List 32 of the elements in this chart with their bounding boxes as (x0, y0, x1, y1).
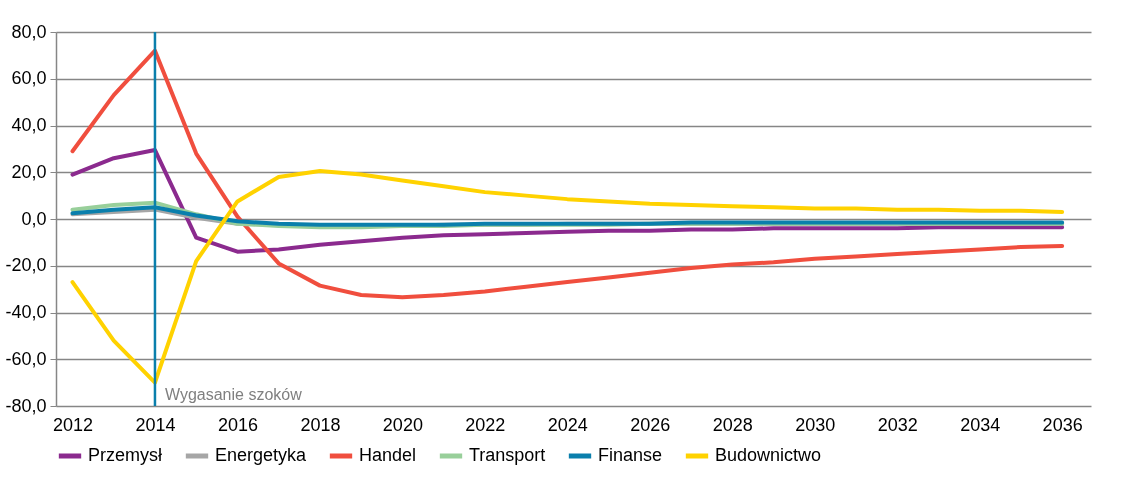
legend-label: Energetyka (215, 445, 308, 465)
x-tick-label: 2036 (1042, 414, 1083, 435)
x-tick-label: 2020 (382, 414, 423, 435)
legend-label: Przemysł (88, 445, 163, 465)
y-tick-label: 20,0 (11, 161, 47, 182)
y-tick-label: -20,0 (5, 255, 47, 276)
y-tick-label: 80,0 (11, 21, 47, 42)
legend-label: Budownictwo (715, 445, 822, 465)
x-tick-label: 2026 (630, 414, 671, 435)
legend-label: Transport (469, 445, 546, 465)
x-tick-label: 2024 (547, 414, 588, 435)
x-tick-label: 2034 (960, 414, 1001, 435)
x-tick-label: 2016 (217, 414, 258, 435)
y-tick-label: -60,0 (5, 348, 47, 369)
legend-label: Handel (359, 445, 417, 465)
line-series (70, 148, 1065, 254)
ref-line-label: Wygasanie szoków (164, 386, 303, 403)
line-series (70, 48, 1065, 300)
legend-label: Finanse (598, 445, 663, 465)
x-tick-label: 2032 (877, 414, 918, 435)
x-tick-label: 2030 (795, 414, 836, 435)
y-tick-label: -80,0 (5, 395, 47, 416)
x-tick-label: 2018 (300, 414, 341, 435)
x-tick-label: 2022 (465, 414, 506, 435)
x-tick-label: 2028 (712, 414, 753, 435)
y-tick-label: 60,0 (11, 68, 47, 89)
x-tick-label: 2014 (135, 414, 176, 435)
y-tick-label: 40,0 (11, 115, 47, 135)
x-tick-label: 2012 (52, 414, 94, 435)
line-series (70, 169, 1065, 385)
y-tick-label: 0,0 (21, 208, 47, 229)
y-tick-label: -40,0 (5, 302, 47, 322)
